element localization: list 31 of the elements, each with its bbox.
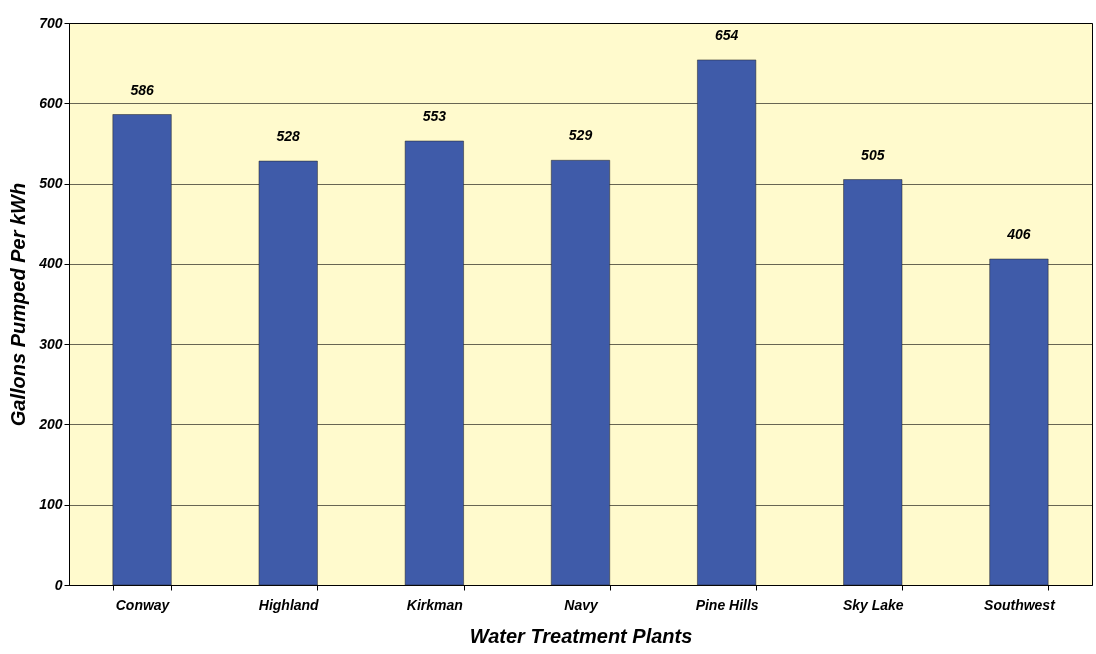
bar [551, 160, 610, 586]
bar [112, 114, 172, 586]
y-tick-label: 400 [38, 255, 63, 272]
y-tick-label: 700 [39, 14, 63, 31]
data-label: 553 [422, 108, 447, 125]
bar [843, 179, 903, 586]
x-tick-label: Pine Hills [695, 596, 759, 613]
y-tick-label: 0 [54, 576, 63, 593]
y-tick-label: 300 [39, 335, 63, 352]
y-axis-title: Gallons Pumped Per kWh [7, 182, 30, 427]
y-tick-label: 100 [39, 496, 63, 513]
data-label: 528 [276, 128, 301, 145]
x-tick-label: Southwest [984, 596, 1057, 613]
data-label: 505 [861, 146, 885, 163]
x-tick-label: Kirkman [406, 596, 463, 613]
y-tick-label: 600 [39, 94, 63, 111]
x-axis-title: Water Treatment Plants [469, 624, 693, 647]
bar [258, 160, 318, 586]
bar [697, 59, 757, 586]
x-tick-label: Navy [564, 596, 599, 613]
data-label: 654 [714, 26, 739, 43]
data-label: 586 [130, 81, 154, 98]
x-tick-label: Sky Lake [842, 596, 904, 613]
data-label: 406 [1006, 226, 1031, 243]
bar [404, 140, 464, 586]
y-tick-label: 500 [39, 175, 63, 192]
x-tick-label: Highland [258, 596, 320, 613]
x-tick-label: Conway [115, 596, 171, 613]
y-tick-label: 200 [38, 415, 63, 432]
data-label: 529 [568, 127, 593, 144]
bar [989, 258, 1049, 586]
